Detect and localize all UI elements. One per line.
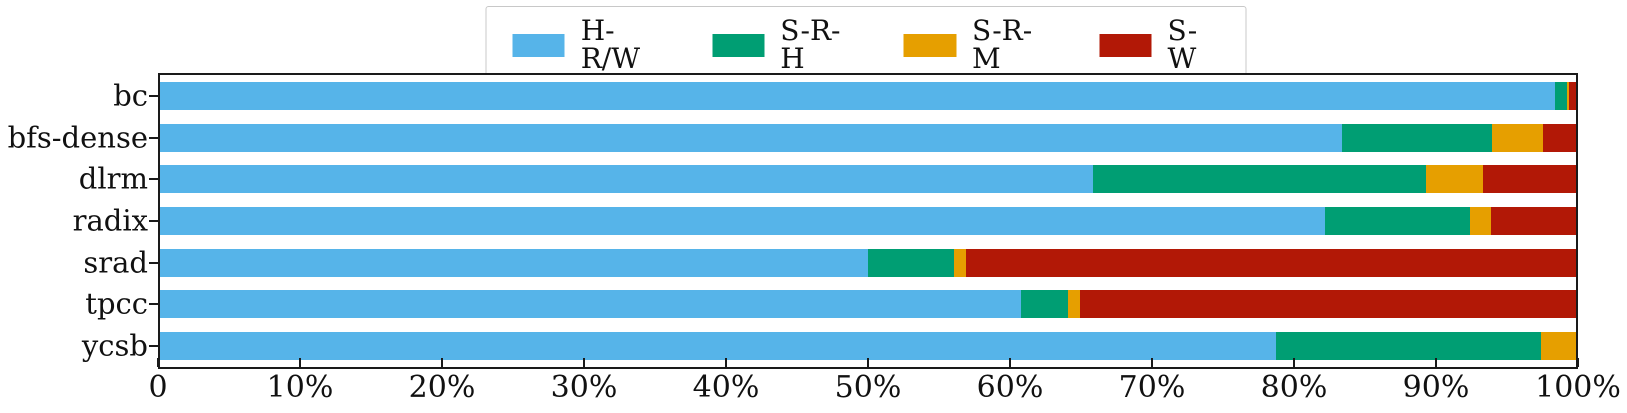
stacked-bar — [160, 165, 1576, 194]
bar-row-ycsb — [160, 325, 1576, 367]
bar-segment-s-r-m — [1567, 81, 1569, 110]
stacked-bar — [160, 290, 1576, 319]
bar-row-tpcc — [160, 284, 1576, 326]
bar-segment-h-r-w — [160, 165, 1094, 194]
bar-segment-h-r-w — [160, 248, 868, 277]
y-tick-mark — [149, 261, 158, 264]
category-label-bfs-dense: bfs-dense — [7, 120, 148, 155]
x-tick-label: 80% — [1260, 370, 1328, 405]
chart-legend: H-R/W S-R-H S-R-M S-W — [485, 6, 1247, 84]
legend-swatch-icon — [1099, 33, 1152, 57]
x-tick-mark — [583, 358, 585, 367]
bar-segment-s-w — [965, 248, 1576, 277]
x-tick-mark — [867, 358, 869, 367]
bar-segment-s-r-m — [1540, 332, 1576, 361]
x-tick-label: 20% — [408, 370, 476, 405]
x-tick-mark — [1151, 358, 1153, 367]
bar-row-bfs-dense — [160, 117, 1576, 159]
stacked-bar — [160, 81, 1576, 110]
bar-segment-h-r-w — [160, 123, 1343, 152]
legend-item-s-r-h: S-R-H — [712, 17, 858, 73]
legend-label: H-R/W — [580, 14, 641, 75]
category-label-ycsb: ycsb — [81, 328, 148, 363]
bar-segment-s-w — [1482, 165, 1576, 194]
x-tick-mark — [299, 358, 301, 367]
x-tick-label: 60% — [976, 370, 1044, 405]
x-tick-label: 0 — [148, 370, 168, 405]
y-tick-mark — [149, 303, 158, 306]
legend-swatch-icon — [512, 33, 565, 57]
x-tick-mark — [1435, 358, 1437, 367]
bar-segment-s-r-m — [954, 248, 966, 277]
x-tick-mark — [157, 358, 159, 367]
x-tick-label: 50% — [834, 370, 902, 405]
legend-swatch-icon — [903, 33, 956, 57]
bar-segment-s-r-h — [1093, 165, 1426, 194]
bar-row-srad — [160, 242, 1576, 284]
bar-segment-s-w — [1080, 290, 1576, 319]
bar-segment-s-r-h — [1275, 332, 1541, 361]
bar-row-dlrm — [160, 158, 1576, 200]
stacked-bar — [160, 248, 1576, 277]
bar-row-bc — [160, 75, 1576, 117]
plot-area — [158, 73, 1578, 369]
legend-item-h-r-w: H-R/W — [512, 14, 667, 75]
legend-item-s-w: S-W — [1099, 17, 1219, 73]
x-tick-label: 70% — [1118, 370, 1186, 405]
bar-segment-s-r-m — [1469, 206, 1492, 235]
bar-segment-s-w — [1491, 206, 1576, 235]
x-tick-mark — [1293, 358, 1295, 367]
x-tick-mark — [1009, 358, 1011, 367]
bar-segment-s-r-h — [1020, 290, 1068, 319]
x-tick-label: 30% — [550, 370, 618, 405]
bar-segment-s-r-h — [1325, 206, 1470, 235]
bar-segment-s-w — [1568, 81, 1576, 110]
y-tick-mark — [149, 345, 158, 348]
bar-segment-s-r-h — [1342, 123, 1493, 152]
category-label-srad: srad — [83, 245, 148, 280]
category-label-dlrm: dlrm — [78, 161, 148, 196]
bar-segment-s-r-m — [1492, 123, 1544, 152]
legend-swatch-icon — [712, 33, 765, 57]
bar-segment-s-r-m — [1425, 165, 1483, 194]
bar-row-radix — [160, 200, 1576, 242]
stacked-bar — [160, 123, 1576, 152]
legend-label: S-R-M — [972, 14, 1033, 75]
legend-item-s-r-m: S-R-M — [903, 14, 1054, 75]
x-tick-mark — [725, 358, 727, 367]
bar-segment-h-r-w — [160, 290, 1021, 319]
bar-segment-h-r-w — [160, 81, 1555, 110]
bar-segment-s-r-m — [1067, 290, 1081, 319]
bar-segment-h-r-w — [160, 206, 1326, 235]
y-tick-mark — [149, 178, 158, 181]
bar-segment-s-r-h — [1554, 81, 1568, 110]
legend-label: S-W — [1167, 14, 1198, 75]
bar-segment-h-r-w — [160, 332, 1276, 361]
stacked-bar — [160, 206, 1576, 235]
y-tick-mark — [149, 220, 158, 222]
bar-segment-s-r-h — [868, 248, 955, 277]
x-tick-label: 10% — [266, 370, 334, 405]
category-label-bc: bc — [113, 78, 148, 113]
category-label-radix: radix — [72, 203, 148, 238]
x-tick-label: 40% — [692, 370, 760, 405]
category-label-tpcc: tpcc — [85, 286, 148, 321]
legend-label: S-R-H — [780, 14, 841, 75]
stacked-bar — [160, 332, 1576, 361]
bar-segment-s-w — [1543, 123, 1576, 152]
x-tick-mark — [1577, 358, 1579, 367]
x-tick-label: 90% — [1402, 370, 1470, 405]
x-tick-label: 100% — [1535, 370, 1621, 405]
x-tick-mark — [441, 358, 443, 367]
y-tick-mark — [149, 94, 158, 97]
y-tick-mark — [149, 136, 158, 139]
